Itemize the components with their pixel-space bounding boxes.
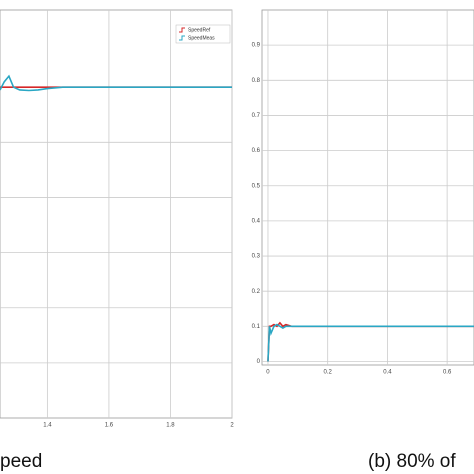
x-tick-label: 0.2 bbox=[324, 370, 333, 376]
y-tick-label: 0.3 bbox=[252, 254, 261, 260]
legend-label: SpeedRef bbox=[188, 27, 211, 33]
series-line bbox=[0, 74, 232, 92]
x-tick-label: 2 bbox=[230, 423, 234, 429]
y-tick-label: 0.7 bbox=[252, 113, 261, 119]
series-line bbox=[267, 323, 474, 362]
plot-area bbox=[0, 9, 233, 419]
y-tick-label: 0.2 bbox=[252, 289, 261, 295]
x-tick-label: 0.6 bbox=[443, 370, 452, 376]
x-tick-label: 1.4 bbox=[43, 423, 52, 429]
plot-area bbox=[261, 9, 474, 366]
caption: peed bbox=[0, 451, 42, 472]
y-tick-label: 0.5 bbox=[252, 183, 261, 189]
x-tick-label: 1.6 bbox=[105, 423, 114, 429]
legend: SpeedRef SpeedMeas bbox=[175, 24, 231, 44]
legend-label: SpeedMeas bbox=[188, 35, 215, 41]
legend-box bbox=[175, 24, 231, 44]
y-tick-label: 0.8 bbox=[252, 78, 261, 84]
y-tick-label: 0.6 bbox=[252, 148, 261, 154]
y-tick-label: 0.4 bbox=[252, 218, 261, 224]
legend-swatch bbox=[179, 35, 185, 41]
y-tick-label: 0 bbox=[257, 359, 261, 365]
legend-swatch bbox=[179, 27, 185, 33]
x-tick-label: 0 bbox=[266, 370, 270, 376]
caption: (b) 80% of bbox=[368, 451, 456, 472]
y-tick-label: 0.9 bbox=[252, 43, 261, 49]
y-tick-label: 0.1 bbox=[252, 324, 261, 330]
x-tick-label: 1.8 bbox=[166, 423, 175, 429]
x-tick-label: 0.4 bbox=[383, 370, 392, 376]
